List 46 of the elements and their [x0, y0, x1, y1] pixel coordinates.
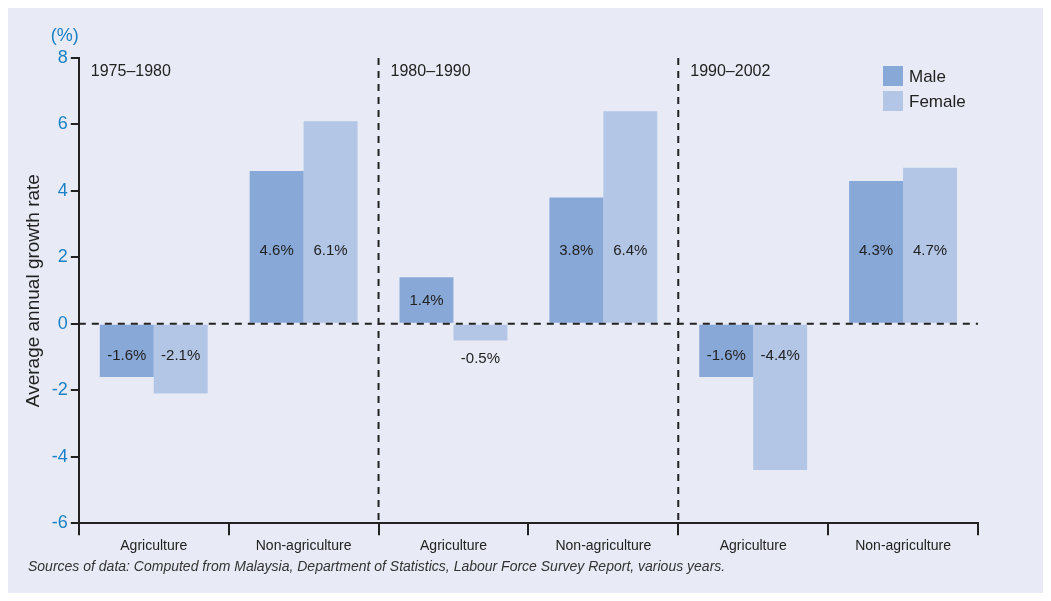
bar	[453, 324, 508, 341]
data-label: 4.7%	[912, 240, 948, 258]
y-tick-label: 6	[57, 113, 68, 134]
y-tick-label: 0	[57, 312, 68, 333]
data-label: 6.4%	[613, 240, 648, 258]
data-label: 4.3%	[858, 240, 894, 258]
bar	[753, 324, 808, 471]
bar	[99, 324, 154, 377]
data-label: -1.6%	[107, 345, 147, 363]
source-note: Sources of data: Computed from Malaysia, Department of Statistics, Labour Force Survey Report, various years.	[27, 558, 727, 574]
bar	[903, 167, 958, 323]
data-label: -1.6%	[706, 345, 746, 363]
annotation: 1975–1980	[90, 61, 171, 79]
data-label: 1.4%	[409, 290, 444, 308]
x-tick-label: Non-agriculture	[855, 537, 952, 554]
annotation: 1980–1990	[390, 61, 471, 79]
legend-label: Female	[909, 91, 966, 111]
y-tick-label: 2	[57, 246, 68, 267]
data-label: -2.1%	[161, 345, 201, 363]
data-label: -4.4%	[760, 345, 800, 363]
x-tick-label: Agriculture	[420, 537, 488, 554]
annotation: 1990–2002	[690, 61, 771, 79]
y-tick-label: -2	[51, 379, 68, 400]
x-tick-label: Agriculture	[120, 537, 188, 554]
bar	[849, 180, 904, 323]
legend-label: Male	[909, 66, 946, 86]
text: (%)	[50, 24, 79, 45]
bar	[399, 277, 454, 323]
y-tick-label: 8	[57, 46, 68, 67]
bar	[699, 324, 754, 377]
data-label: 6.1%	[313, 240, 348, 258]
data-label: -0.5%	[460, 348, 501, 366]
y-tick-label: 4	[57, 179, 68, 200]
bar	[549, 197, 604, 323]
y-tick-label: -6	[51, 512, 68, 533]
y-tick-label: -4	[51, 445, 68, 466]
x-tick-label: Non-agriculture	[555, 537, 652, 554]
bar	[603, 111, 658, 323]
bar	[303, 121, 358, 323]
x-tick-label: Agriculture	[719, 537, 787, 554]
y-axis-title: Average annual growth rate	[21, 174, 43, 408]
data-label: 3.8%	[559, 240, 594, 258]
data-label: 4.6%	[259, 240, 294, 258]
bar	[249, 170, 304, 323]
x-tick-label: Non-agriculture	[255, 537, 352, 554]
bar	[153, 324, 208, 394]
